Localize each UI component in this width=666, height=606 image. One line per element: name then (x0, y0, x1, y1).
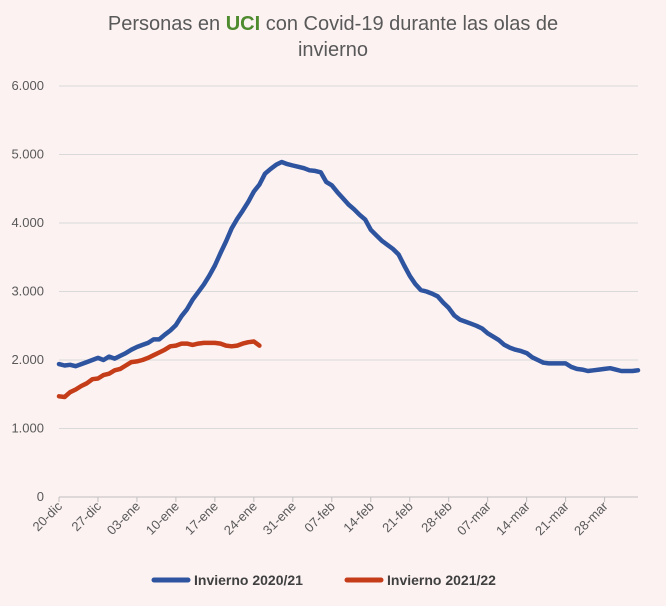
x-tick-label: 14-feb (340, 499, 377, 536)
x-tick-label: 27-dic (68, 498, 104, 534)
chart-title-line-2: invierno (298, 39, 368, 61)
chart-title-line-1: Personas en UCI con Covid-19 durante las… (108, 13, 558, 35)
y-tick-label: 5.000 (11, 147, 44, 162)
chart-title-suffix: con Covid-19 durante las olas de (260, 13, 558, 35)
x-tick-label: 28-mar (571, 498, 611, 538)
y-tick-label: 4.000 (11, 215, 44, 230)
chart-title-highlight: UCI (226, 13, 260, 35)
x-tick-label: 20-dic (29, 498, 65, 534)
x-tick-label: 10-ene (143, 499, 182, 538)
legend-label-2021-22: Invierno 2021/22 (387, 572, 496, 588)
x-axis: 20-dic 27-dic 03-ene 10-ene 17-ene 24-ene 31-e… (29, 496, 638, 538)
x-tick-label: 14-mar (493, 498, 533, 538)
x-tick-label: 03-ene (104, 499, 143, 538)
series-lines (56, 159, 641, 400)
legend-label-2020-21: Invierno 2020/21 (194, 572, 303, 588)
y-tick-label: 2.000 (11, 352, 44, 367)
y-tick-label: 3.000 (11, 284, 44, 299)
x-tick-label: 07-mar (454, 498, 494, 538)
x-tick-label: 24-ene (221, 499, 260, 538)
x-tick-label: 21-mar (532, 498, 572, 538)
x-tick-label: 31-ene (260, 499, 299, 538)
y-tick-label: 6.000 (11, 78, 44, 93)
x-tick-label: 21-feb (379, 499, 416, 536)
x-tick-label: 17-ene (182, 499, 221, 538)
y-axis-ticks: 0 1.000 2.000 3.000 4.000 5.000 6.000 (11, 78, 44, 504)
gridlines (59, 85, 638, 429)
series-line-2021-22 (56, 339, 262, 400)
x-tick-label: 07-feb (301, 499, 338, 536)
chart-title-prefix: Personas en (108, 13, 226, 35)
y-tick-label: 0 (37, 489, 44, 504)
x-tick-label: 28-feb (418, 499, 455, 536)
y-tick-label: 1.000 (11, 421, 44, 436)
series-line-2020-21 (56, 159, 641, 374)
legend: Invierno 2020/21 Invierno 2021/22 (151, 572, 496, 588)
